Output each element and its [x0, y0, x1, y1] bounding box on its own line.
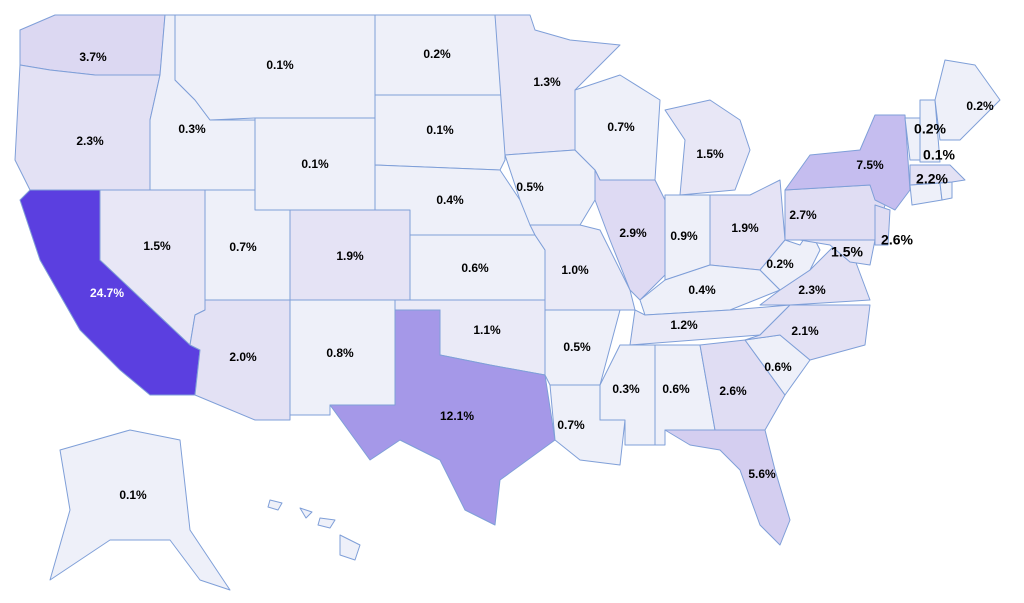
region-shape	[19, 14, 166, 76]
region-label: 0.3%	[612, 382, 640, 396]
region-label: 5.6%	[748, 467, 776, 481]
region-shape	[594, 169, 666, 301]
region-shape	[374, 94, 506, 171]
unlabeled-regions	[267, 181, 953, 561]
region-label: 0.5%	[516, 180, 544, 194]
region-label: 0.8%	[326, 346, 354, 360]
region-label: 0.4%	[688, 283, 716, 297]
region-shape	[329, 309, 556, 526]
region-label: 1.5%	[696, 147, 724, 161]
region-labels: 3.7% 2.3% 24.7% 0.3% 1.5% 0.1% 0.1% 0.7% 2.0% 1.9…	[76, 47, 994, 502]
region-label: 7.5%	[856, 158, 884, 172]
island	[339, 534, 361, 561]
region-label: 12.1%	[440, 409, 474, 423]
region-shape	[664, 429, 791, 546]
region-shape	[744, 304, 871, 361]
region-label: 2.3%	[76, 134, 104, 148]
region-label: 0.7%	[557, 418, 585, 432]
region-label: 2.9%	[619, 226, 647, 240]
region-label: 2.1%	[791, 324, 819, 338]
region-shape	[874, 204, 891, 246]
region-label: 0.1%	[119, 488, 147, 502]
region-shape	[639, 264, 781, 316]
region-label: 1.1%	[473, 323, 501, 337]
region-label: 2.2%	[916, 171, 948, 187]
region-shape	[664, 99, 751, 196]
region-label: 1.0%	[561, 263, 589, 277]
region-label: 2.0%	[229, 350, 257, 364]
regions	[14, 14, 1001, 591]
region-label: 2.7%	[789, 208, 817, 222]
region-shape	[919, 99, 941, 163]
region-label: 1.9%	[336, 249, 364, 263]
island	[267, 499, 283, 511]
island	[317, 517, 336, 529]
region-label: 0.7%	[607, 120, 635, 134]
region-label: 1.2%	[670, 318, 698, 332]
region-label: 0.6%	[764, 360, 792, 374]
region-label: 0.2%	[766, 257, 794, 271]
region-label: 0.1%	[923, 147, 955, 163]
island	[299, 507, 313, 519]
region-shape	[14, 64, 161, 191]
region-label: 0.3%	[178, 122, 206, 136]
region-label: 0.1%	[266, 58, 294, 72]
region-label: 2.6%	[719, 384, 747, 398]
region-label: 0.5%	[563, 340, 591, 354]
region-label: 1.3%	[533, 75, 561, 89]
region-label: 0.6%	[461, 261, 489, 275]
region-label: 1.9%	[731, 221, 759, 235]
region-label: 0.9%	[670, 229, 698, 243]
region-label: 0.6%	[662, 382, 690, 396]
region-shape	[784, 114, 911, 211]
region-label: 1.5%	[831, 244, 863, 260]
region-label: 0.7%	[229, 240, 257, 254]
region-label: 0.1%	[426, 123, 454, 137]
region-label: 0.2%	[966, 99, 994, 113]
region-shape	[799, 239, 876, 266]
region-label: 1.5%	[143, 239, 171, 253]
region-shape	[934, 59, 1001, 141]
region-shape	[49, 429, 231, 591]
region-label: 0.2%	[914, 121, 946, 137]
region-label: 0.4%	[436, 193, 464, 207]
region-label: 0.2%	[423, 47, 451, 61]
region-shape	[909, 164, 966, 186]
region-label: 2.6%	[881, 232, 913, 248]
region-label: 2.3%	[798, 283, 826, 297]
region-shape	[699, 339, 786, 431]
region-label: 24.7%	[90, 286, 124, 300]
region-label: 3.7%	[79, 50, 107, 64]
region-label: 0.1%	[301, 157, 329, 171]
